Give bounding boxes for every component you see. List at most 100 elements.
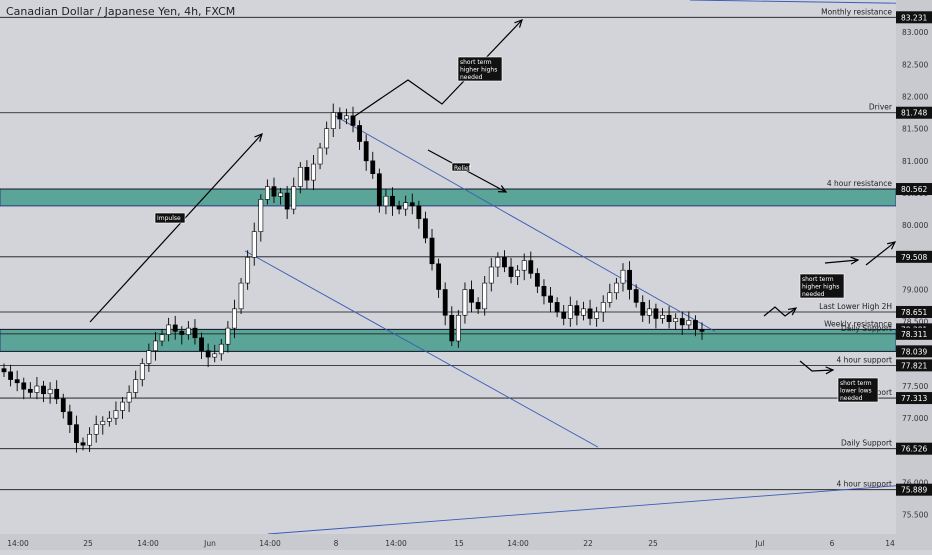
- candle-body: [218, 343, 224, 355]
- candle-body: [80, 442, 86, 446]
- price-tag-bg-1: [896, 106, 932, 119]
- candle-body: [646, 308, 652, 316]
- candle-body: [469, 289, 474, 303]
- arrow-head-2: [497, 185, 508, 193]
- price-tag-10: 76.526: [901, 445, 927, 454]
- price-tag-0: 83.231: [901, 13, 927, 22]
- candle-body: [93, 424, 99, 435]
- candle-body: [640, 302, 646, 316]
- annotation-text: needed: [802, 291, 825, 298]
- candle-body: [199, 337, 204, 351]
- candle-body: [304, 166, 310, 181]
- candle-body: [528, 260, 534, 274]
- x-tick-label: 25: [83, 539, 93, 548]
- level-label-10: Daily Support: [841, 439, 892, 448]
- y-tick-label: 83.000: [902, 28, 928, 37]
- candle-body: [126, 392, 132, 403]
- arrow-6: [799, 360, 834, 372]
- price-tag-bg-8: [896, 359, 932, 372]
- arrow-4: [865, 241, 896, 266]
- level-label-5: Weekly resistance: [824, 319, 892, 328]
- annotation-text: needed: [460, 74, 483, 81]
- price-tag-bg-7: [896, 345, 932, 358]
- candle-body: [587, 308, 593, 319]
- candle-body: [100, 421, 106, 425]
- arrow-head-0: [254, 132, 263, 142]
- candle-body: [212, 353, 218, 358]
- annotation-text: lower lows: [840, 388, 872, 395]
- candle-body: [403, 202, 409, 210]
- candle-body: [350, 115, 356, 126]
- candle-body: [159, 334, 165, 342]
- candle-body: [291, 186, 297, 210]
- candle-body: [455, 314, 461, 342]
- price-tag-bg-2: [896, 183, 932, 196]
- candle-body: [679, 318, 685, 326]
- price-tag-3: 79.508: [901, 253, 927, 262]
- candle-body: [561, 311, 567, 319]
- candle-body: [548, 295, 553, 303]
- candle-body: [1, 368, 7, 373]
- candle-body: [475, 302, 481, 310]
- candle-body: [488, 266, 494, 284]
- candle-body: [370, 160, 376, 175]
- x-tick-label: 14: [885, 539, 895, 548]
- price-tag-8: 77.821: [901, 361, 927, 370]
- price-tag-11: 75.889: [901, 486, 927, 495]
- candle-body: [660, 314, 665, 319]
- arrow-head-5: [850, 256, 860, 265]
- candle-body: [376, 173, 382, 207]
- level-label-11: 4 hour support: [836, 480, 892, 489]
- candle-body: [344, 115, 349, 120]
- y-tick-label: 77.000: [902, 414, 928, 423]
- annotation-box-3: [799, 273, 845, 299]
- candle-body: [278, 192, 283, 197]
- candle-body: [21, 382, 27, 390]
- annotation-text: Relief: [454, 165, 472, 172]
- candle-body: [8, 371, 13, 380]
- candle-body: [627, 269, 632, 290]
- annotation-text: higher highs: [802, 284, 839, 291]
- zone-1: [0, 328, 897, 352]
- level-label-2: 4 hour resistance: [827, 179, 893, 188]
- candle-body: [600, 302, 606, 313]
- candle-body: [541, 286, 547, 297]
- candle-body: [60, 398, 66, 413]
- y-tick-label: 82.000: [902, 93, 928, 102]
- candle-body: [574, 305, 580, 316]
- arrow-3: [763, 306, 797, 317]
- annotation-box-4: [837, 377, 879, 403]
- candle-body: [383, 195, 389, 207]
- annotation-box-2: [457, 56, 503, 82]
- candle-body: [699, 329, 705, 332]
- candle-body: [87, 433, 93, 446]
- candle-body: [462, 289, 468, 316]
- candle-body: [594, 311, 600, 319]
- candle-body: [27, 388, 33, 393]
- candle-body: [225, 327, 231, 345]
- candle-body: [495, 257, 501, 268]
- candle-body: [47, 388, 53, 395]
- candle-body: [146, 350, 152, 364]
- candle-body: [693, 320, 698, 330]
- arrow-head-6: [825, 366, 835, 375]
- trendline-1: [244, 250, 599, 448]
- trendline-2: [267, 485, 897, 535]
- x-tick-label: 14:00: [7, 539, 29, 548]
- candle-body: [673, 318, 679, 322]
- arrow-head-4: [887, 241, 897, 250]
- level-label-1: Driver: [869, 103, 893, 112]
- annotation-box-1: [451, 162, 471, 172]
- annotation-box-0: [154, 212, 186, 224]
- time-axis-bg: [0, 534, 932, 550]
- candle-body: [245, 257, 251, 284]
- candle-body: [41, 385, 46, 395]
- candle-body: [666, 314, 672, 322]
- candle-body: [502, 257, 507, 268]
- y-tick-label: 77.500: [902, 382, 928, 391]
- candle-body: [521, 260, 527, 271]
- candle-body: [508, 266, 514, 277]
- arrow-head-1: [514, 19, 523, 28]
